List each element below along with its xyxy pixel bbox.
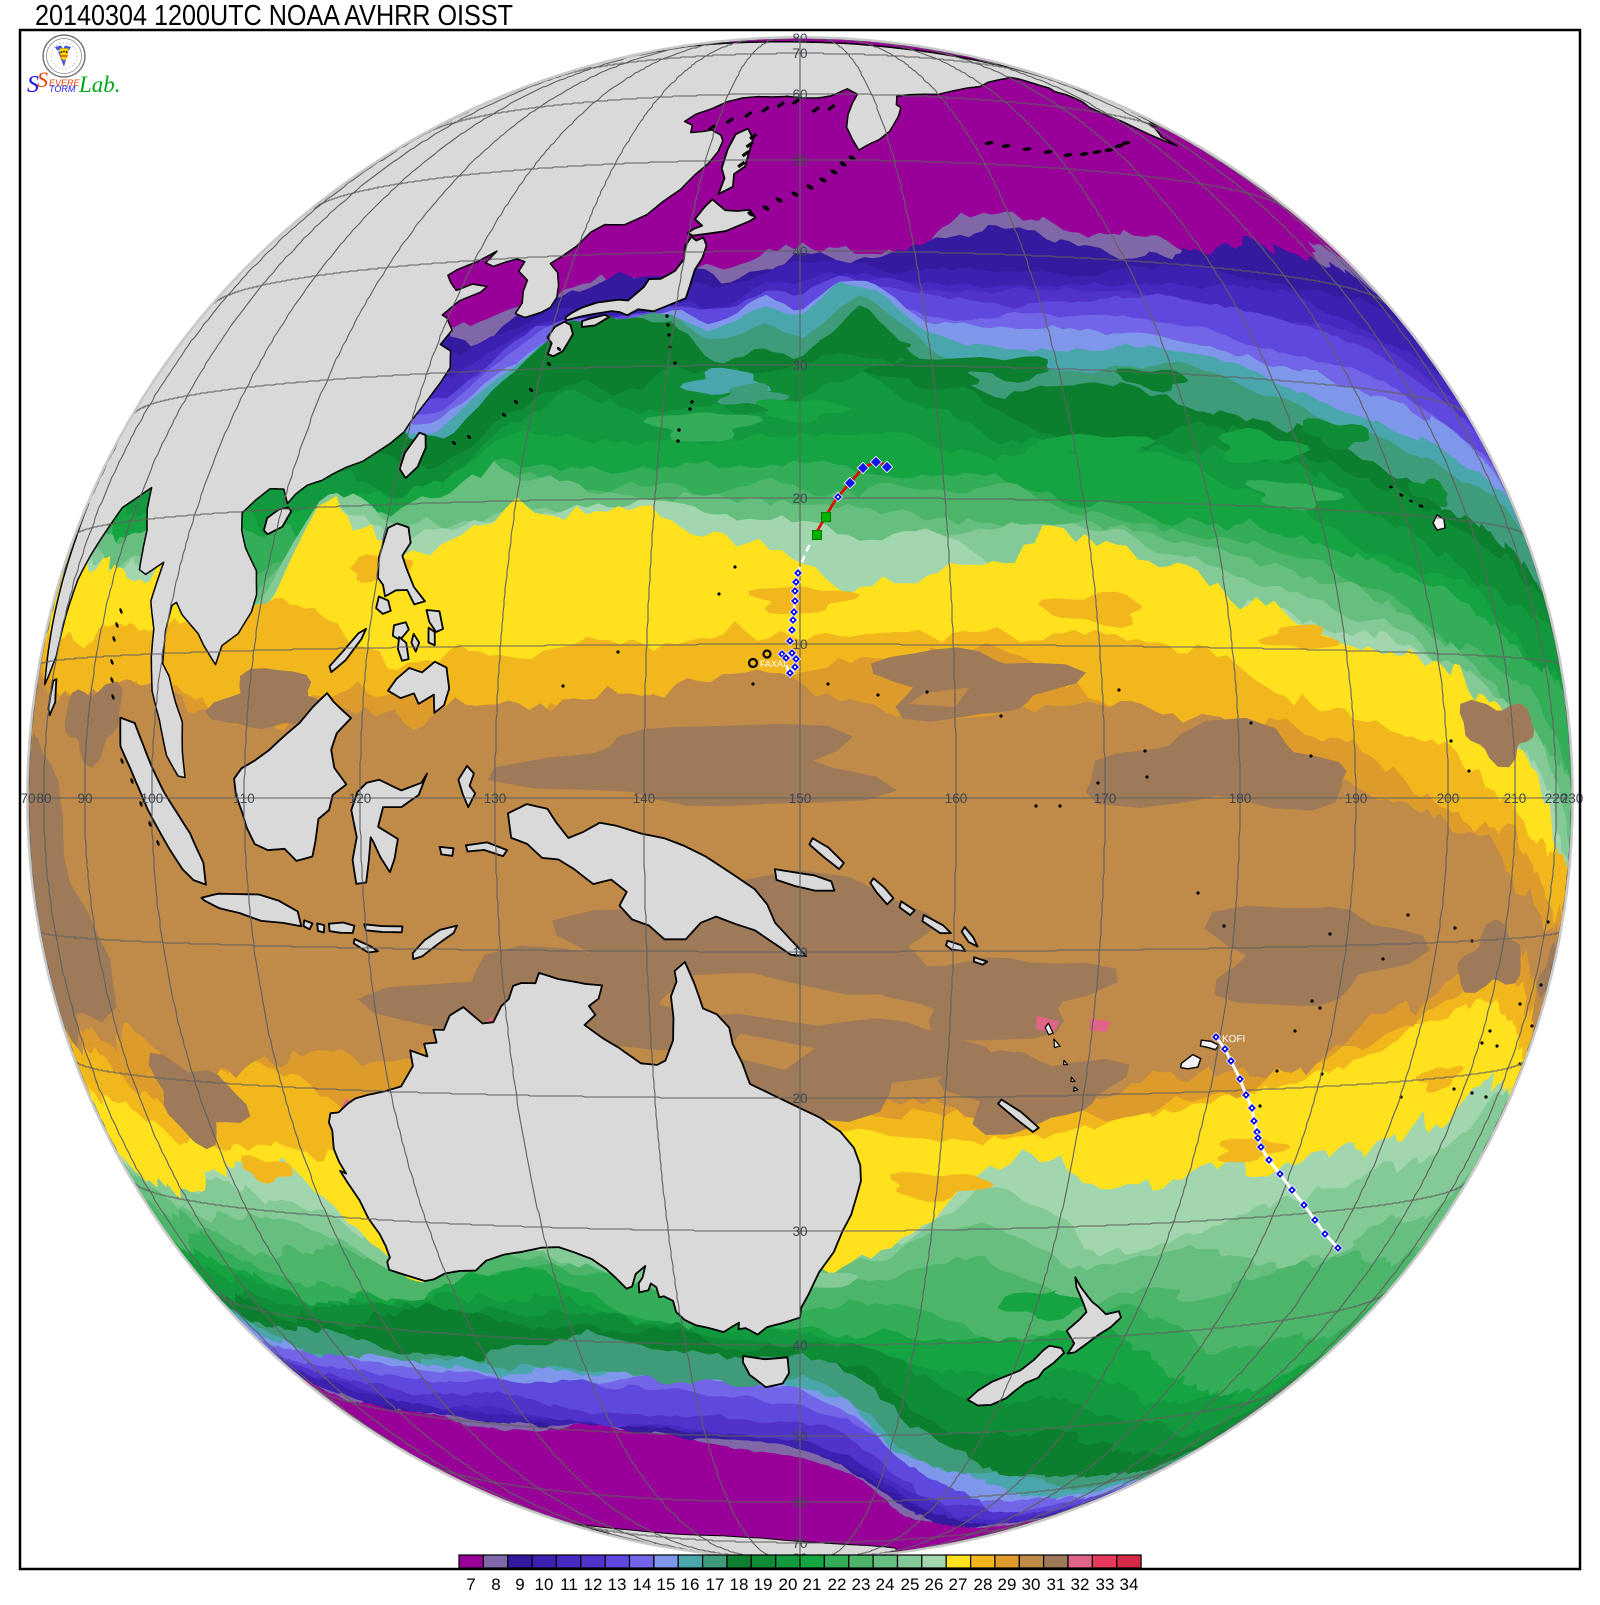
svg-text:14: 14 <box>633 1575 652 1594</box>
svg-text:9: 9 <box>515 1575 524 1594</box>
svg-text:10: 10 <box>792 945 807 960</box>
svg-text:190: 190 <box>1345 791 1368 806</box>
svg-text:80: 80 <box>792 31 807 46</box>
svg-text:EVERE: EVERE <box>49 78 81 88</box>
svg-text:20: 20 <box>779 1575 798 1594</box>
svg-text:17: 17 <box>706 1575 725 1594</box>
svg-text:31: 31 <box>1047 1575 1066 1594</box>
svg-text:S: S <box>27 72 39 98</box>
svg-text:25: 25 <box>901 1575 920 1594</box>
svg-text:20140304 1200UTC NOAA AVHRR OI: 20140304 1200UTC NOAA AVHRR OISST <box>35 0 513 32</box>
svg-text:26: 26 <box>925 1575 944 1594</box>
svg-text:230: 230 <box>1561 791 1584 806</box>
svg-text:Lab.: Lab. <box>78 72 121 97</box>
svg-text:19: 19 <box>754 1575 773 1594</box>
svg-text:80: 80 <box>36 791 51 806</box>
svg-text:28: 28 <box>974 1575 993 1594</box>
svg-text:110: 110 <box>233 791 255 806</box>
svg-text:11: 11 <box>560 1575 578 1594</box>
svg-text:10: 10 <box>792 637 807 652</box>
svg-text:130: 130 <box>484 791 507 806</box>
svg-text:23: 23 <box>852 1575 871 1594</box>
svg-text:20: 20 <box>792 491 807 506</box>
svg-text:170: 170 <box>1094 791 1117 806</box>
svg-text:70: 70 <box>20 791 35 806</box>
svg-text:20: 20 <box>792 1091 807 1106</box>
svg-text:KOFI: KOFI <box>1222 1034 1245 1045</box>
svg-text:8: 8 <box>491 1575 500 1594</box>
svg-text:210: 210 <box>1504 791 1527 806</box>
svg-text:40: 40 <box>792 1338 807 1353</box>
svg-text:180: 180 <box>1229 791 1252 806</box>
svg-text:12: 12 <box>584 1575 603 1594</box>
svg-text:30: 30 <box>792 358 807 373</box>
svg-text:140: 140 <box>633 791 656 806</box>
svg-text:21: 21 <box>803 1575 822 1594</box>
svg-text:29: 29 <box>998 1575 1017 1594</box>
svg-text:70: 70 <box>792 1536 807 1551</box>
svg-text:S: S <box>37 67 48 92</box>
svg-text:70: 70 <box>792 46 807 61</box>
svg-text:200: 200 <box>1437 791 1460 806</box>
svg-text:90: 90 <box>77 791 92 806</box>
svg-text:60: 60 <box>792 87 807 102</box>
svg-text:32: 32 <box>1071 1575 1090 1594</box>
svg-text:10: 10 <box>535 1575 554 1594</box>
svg-text:160: 160 <box>945 791 968 806</box>
svg-text:50: 50 <box>792 1429 807 1444</box>
svg-text:13: 13 <box>608 1575 627 1594</box>
svg-text:18: 18 <box>730 1575 749 1594</box>
svg-text:22: 22 <box>828 1575 847 1594</box>
svg-text:100: 100 <box>141 791 164 806</box>
svg-text:16: 16 <box>681 1575 700 1594</box>
svg-text:FAXAI: FAXAI <box>760 659 786 669</box>
svg-text:33: 33 <box>1096 1575 1115 1594</box>
svg-text:150: 150 <box>789 791 812 806</box>
svg-text:220: 220 <box>1545 791 1568 806</box>
svg-text:120: 120 <box>349 791 372 806</box>
svg-text:60: 60 <box>792 1495 807 1510</box>
svg-text:50: 50 <box>792 153 807 168</box>
svg-text:TORM: TORM <box>49 84 76 94</box>
svg-text:7: 7 <box>466 1575 475 1594</box>
svg-text:27: 27 <box>949 1575 968 1594</box>
svg-text:15: 15 <box>657 1575 676 1594</box>
svg-text:24: 24 <box>876 1575 895 1594</box>
svg-text:30: 30 <box>792 1224 807 1239</box>
svg-text:34: 34 <box>1120 1575 1139 1594</box>
svg-text:30: 30 <box>1022 1575 1041 1594</box>
svg-text:40: 40 <box>792 244 807 259</box>
